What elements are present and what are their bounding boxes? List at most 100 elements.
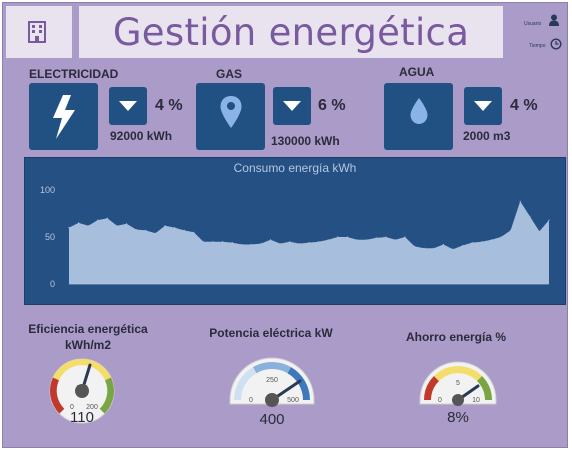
gauge-tick: 0 bbox=[70, 404, 74, 411]
home-button[interactable] bbox=[6, 6, 72, 58]
user-button[interactable]: Usuario bbox=[512, 12, 564, 30]
data-point bbox=[442, 243, 444, 246]
chart-canvas: Consumo energía kWh 0 50 100 bbox=[40, 161, 550, 289]
data-point bbox=[87, 225, 89, 227]
data-point bbox=[318, 241, 320, 243]
data-point bbox=[116, 225, 118, 227]
data-point bbox=[298, 243, 300, 245]
power-gauge: 0 250 500 bbox=[229, 357, 315, 407]
water-value: 2000 m3 bbox=[463, 129, 511, 143]
consumption-chart: Consumo energía kWh 0 50 100 bbox=[24, 157, 566, 305]
data-point bbox=[279, 243, 281, 245]
gauge-title-power: Potencia eléctrica kW bbox=[209, 326, 333, 340]
time-button[interactable]: Tiempo bbox=[512, 34, 564, 52]
location-pin-icon bbox=[220, 95, 241, 128]
trend-down-icon bbox=[474, 101, 492, 111]
data-point bbox=[78, 222, 80, 224]
data-point bbox=[519, 200, 521, 202]
data-point bbox=[106, 217, 108, 219]
water-trend-button[interactable] bbox=[464, 87, 502, 125]
data-point bbox=[548, 219, 550, 221]
gauge-value-power: 400 bbox=[259, 411, 285, 428]
savings-gauge: 0 5 10 bbox=[419, 361, 497, 406]
data-point bbox=[126, 223, 128, 225]
data-point bbox=[250, 243, 252, 246]
y-tick-label: 50 bbox=[45, 232, 55, 242]
y-tick-label: 0 bbox=[50, 279, 55, 289]
data-point bbox=[375, 237, 377, 239]
data-point bbox=[68, 227, 70, 229]
gas-trend-button[interactable] bbox=[273, 87, 311, 125]
data-point bbox=[97, 219, 99, 221]
data-point bbox=[183, 229, 185, 231]
data-point bbox=[510, 229, 512, 231]
chart-title: Consumo energía kWh bbox=[234, 161, 357, 175]
data-point bbox=[481, 241, 483, 243]
data-point bbox=[385, 236, 387, 238]
data-point bbox=[231, 242, 233, 244]
data-point bbox=[260, 243, 262, 245]
data-point bbox=[154, 232, 156, 234]
kpi-label-gas: GAS bbox=[216, 67, 243, 81]
gauge-value-efficiency: 110 bbox=[70, 409, 94, 426]
data-point bbox=[327, 239, 329, 241]
gauge-value-savings: 8% bbox=[447, 409, 469, 426]
water-tile[interactable] bbox=[384, 83, 453, 150]
user-label: Usuario bbox=[524, 21, 542, 27]
data-point bbox=[145, 229, 147, 231]
trend-down-icon bbox=[119, 101, 137, 111]
data-point bbox=[394, 239, 396, 241]
data-point bbox=[164, 225, 166, 227]
title-bar: Gestión energética bbox=[79, 6, 503, 58]
data-point bbox=[346, 236, 348, 238]
electricity-tile[interactable] bbox=[29, 83, 98, 150]
data-point bbox=[174, 227, 176, 229]
gas-percent: 6 % bbox=[318, 97, 346, 114]
kpi-label-water: AGUA bbox=[399, 65, 435, 79]
data-point bbox=[202, 241, 204, 243]
data-point bbox=[500, 236, 502, 238]
data-point bbox=[337, 236, 339, 238]
data-point bbox=[404, 236, 406, 238]
clock-icon bbox=[550, 38, 562, 50]
electricity-trend-button[interactable] bbox=[109, 87, 147, 125]
data-point bbox=[452, 248, 454, 250]
data-point bbox=[490, 239, 492, 241]
y-tick-label: 100 bbox=[40, 185, 55, 195]
data-point bbox=[193, 231, 195, 233]
dashboard: Gestión energética Usuario Tiempo ELECTR… bbox=[2, 2, 568, 448]
data-point bbox=[529, 215, 531, 217]
gas-tile[interactable] bbox=[196, 83, 265, 150]
gauge-tick: 500 bbox=[287, 397, 299, 404]
data-point bbox=[414, 245, 416, 247]
time-label: Tiempo bbox=[529, 43, 546, 49]
page-title: Gestión energética bbox=[112, 10, 470, 54]
water-percent: 4 % bbox=[510, 97, 538, 114]
gauge-tick: 200 bbox=[86, 404, 98, 411]
data-point bbox=[241, 243, 243, 246]
user-panel: Usuario Tiempo bbox=[508, 6, 566, 58]
data-point bbox=[135, 228, 137, 231]
gauge-tick: 0 bbox=[438, 397, 442, 404]
electricity-percent: 4 % bbox=[155, 97, 183, 114]
user-icon bbox=[549, 14, 559, 26]
gas-value: 130000 kWh bbox=[271, 134, 340, 148]
data-point bbox=[366, 239, 368, 241]
gauge-title-savings: Ahorro energía % bbox=[405, 330, 507, 344]
gauge-title-efficiency: Eficiencia energética kWh/m2 bbox=[28, 322, 148, 352]
data-point bbox=[471, 242, 473, 244]
lightning-icon bbox=[52, 94, 75, 139]
data-point bbox=[222, 241, 224, 243]
building-icon bbox=[28, 21, 46, 43]
data-point bbox=[212, 241, 214, 243]
gauges-canvas: 0 100 200 0 250 500 0 5 10 bbox=[49, 357, 497, 424]
data-point bbox=[423, 247, 425, 249]
data-point bbox=[462, 244, 464, 247]
trend-down-icon bbox=[283, 101, 301, 111]
data-point bbox=[538, 230, 541, 232]
gauge-tick: 10 bbox=[472, 397, 480, 404]
gauge-tick: 0 bbox=[249, 397, 253, 404]
data-point bbox=[289, 241, 291, 243]
electricity-value: 92000 kWh bbox=[110, 129, 173, 143]
kpi-label-electricity: ELECTRICIDAD bbox=[29, 67, 119, 81]
